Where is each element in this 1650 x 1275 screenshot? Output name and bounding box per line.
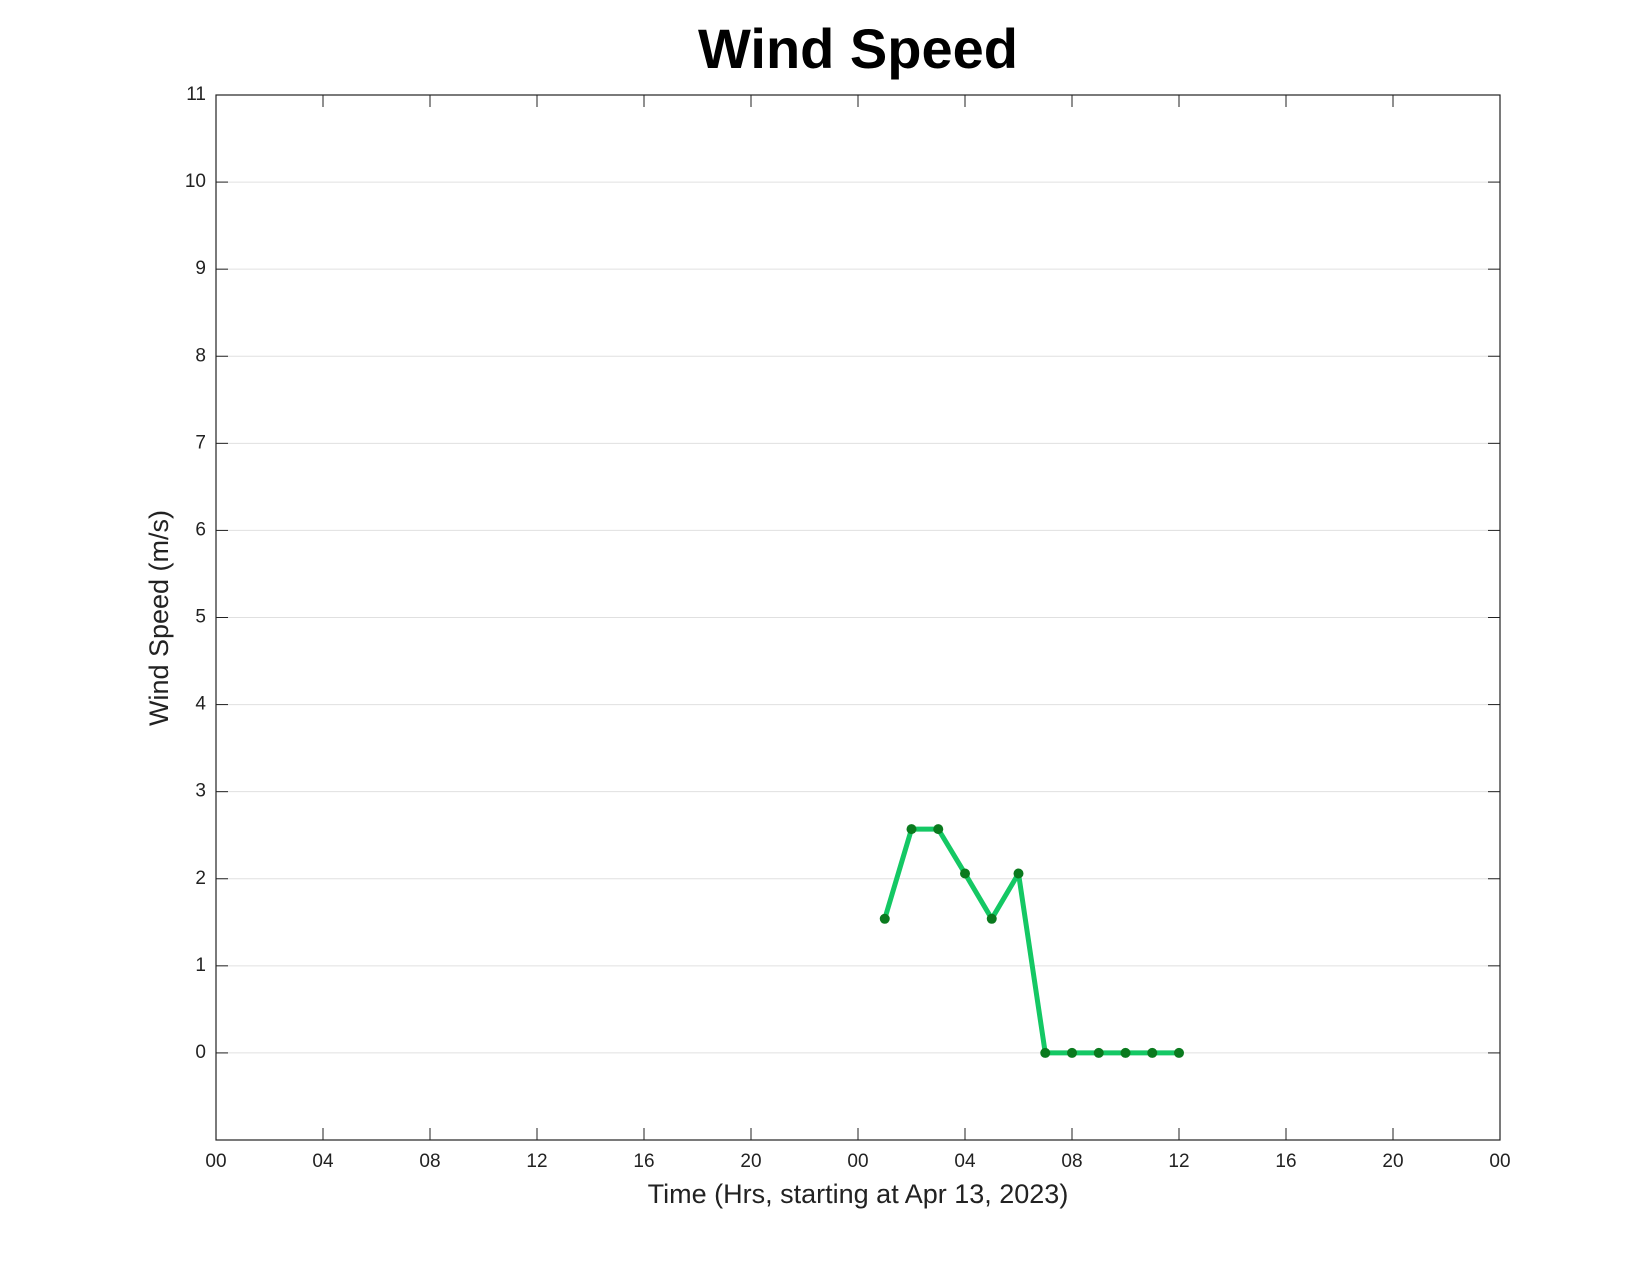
y-tick-label: 0	[195, 1042, 206, 1063]
y-tick-label: 3	[195, 781, 206, 802]
y-tick-label: 4	[195, 694, 206, 715]
data-point	[1013, 868, 1024, 879]
data-point	[933, 824, 944, 835]
x-tick-label: 08	[419, 1151, 440, 1172]
y-tick-label: 2	[195, 868, 206, 889]
y-tick-label: 7	[195, 432, 206, 453]
x-tick-label: 04	[954, 1151, 976, 1172]
x-tick-label: 16	[633, 1151, 654, 1172]
x-tick-label: 12	[526, 1151, 547, 1172]
chart-title: Wind Speed	[698, 17, 1018, 80]
data-point	[1120, 1047, 1131, 1058]
x-tick-label: 00	[847, 1151, 868, 1172]
x-tick-label: 04	[312, 1151, 334, 1172]
data-point	[986, 913, 997, 924]
data-line	[882, 826, 1179, 1056]
y-tick-label: 1	[195, 955, 206, 976]
x-tick-label: 20	[740, 1151, 761, 1172]
y-tick-label: 10	[185, 171, 206, 192]
y-tick-label: 6	[195, 519, 206, 540]
y-tick-label: 8	[195, 345, 206, 366]
data-point	[1067, 1047, 1077, 1058]
x-tick-label: 00	[1489, 1151, 1510, 1172]
y-tick-label: 5	[195, 607, 206, 628]
data-point	[879, 913, 890, 924]
y-axis-label: Wind Speed (m/s)	[144, 510, 174, 726]
y-tick-label: 9	[195, 258, 206, 279]
y-tick-label: 11	[186, 84, 206, 105]
plot-frame	[215, 94, 1501, 1141]
data-point	[1174, 1047, 1184, 1058]
x-tick-label: 16	[1275, 1151, 1296, 1172]
data-point	[1093, 1047, 1104, 1058]
data-point	[1147, 1047, 1158, 1058]
x-tick-label: 20	[1382, 1151, 1403, 1172]
data-point	[960, 868, 970, 879]
data-point	[1040, 1047, 1051, 1058]
x-axis-label: Time (Hrs, starting at Apr 13, 2023)	[648, 1179, 1069, 1209]
x-tick-label: 08	[1061, 1151, 1082, 1172]
x-tick-label: 00	[205, 1151, 226, 1172]
data-point	[906, 824, 917, 835]
x-tick-label: 12	[1168, 1151, 1189, 1172]
